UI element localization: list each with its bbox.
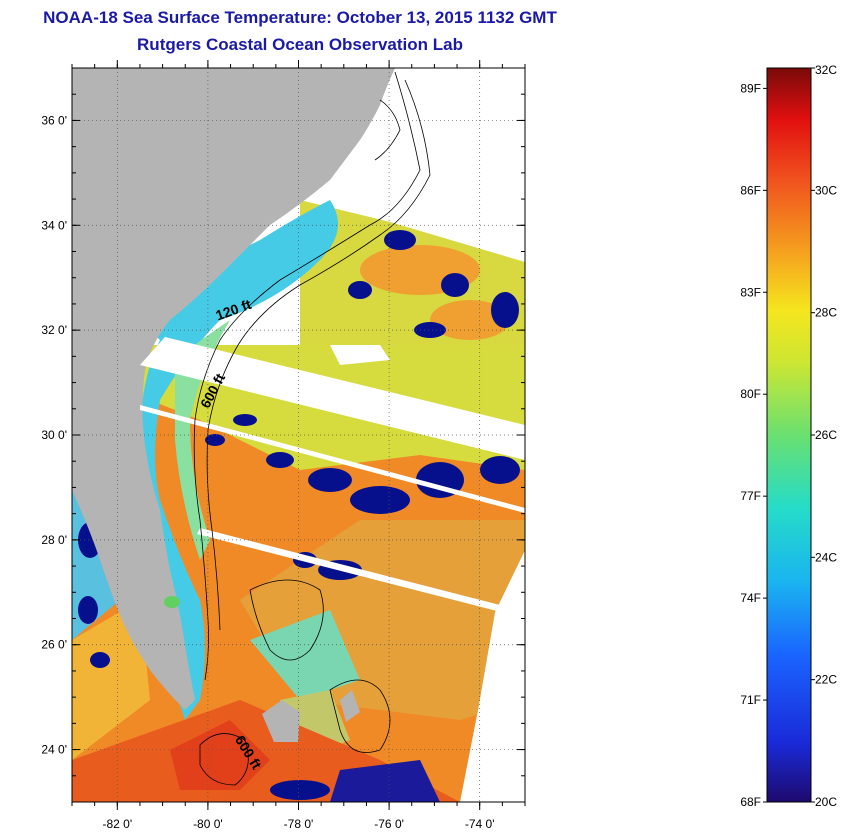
- land-mass: [72, 68, 395, 710]
- celsius-tick-label: 22C: [815, 673, 837, 687]
- lon-tick-label: -76 0': [374, 817, 404, 831]
- lon-tick-label: -74 0': [465, 817, 495, 831]
- celsius-tick-label: 24C: [815, 550, 837, 564]
- lat-tick-label: 34 0': [41, 218, 67, 232]
- lat-tick-label: 24 0': [41, 743, 67, 757]
- fahrenheit-tick-label: 77F: [740, 489, 761, 503]
- map-title: NOAA-18 Sea Surface Temperature: October…: [43, 8, 557, 27]
- fahrenheit-tick-label: 71F: [740, 693, 761, 707]
- swath-gap: [140, 337, 525, 460]
- fahrenheit-tick-label: 89F: [740, 81, 761, 95]
- colorbar: [766, 67, 812, 803]
- fahrenheit-tick-label: 68F: [740, 795, 761, 809]
- celsius-tick-label: 26C: [815, 428, 837, 442]
- fahrenheit-tick-label: 80F: [740, 387, 761, 401]
- lat-tick-label: 30 0': [41, 428, 67, 442]
- map-subtitle: Rutgers Coastal Ocean Observation Lab: [137, 35, 463, 54]
- lat-tick-label: 36 0': [41, 113, 67, 127]
- sst-imagery: [72, 68, 525, 802]
- fahrenheit-tick-label: 74F: [740, 591, 761, 605]
- fahrenheit-tick-label: 86F: [740, 183, 761, 197]
- lon-tick-label: -78 0': [284, 817, 314, 831]
- celsius-tick-label: 20C: [815, 795, 837, 809]
- lat-tick-label: 26 0': [41, 638, 67, 652]
- celsius-tick-label: 32C: [815, 63, 837, 77]
- lat-tick-label: 32 0': [41, 323, 67, 337]
- celsius-tick-label: 28C: [815, 306, 837, 320]
- lat-tick-label: 28 0': [41, 533, 67, 547]
- axis-ticks: 24 0' 26 0' 28 0' 30 0' 32 0' 34 0' 36 0' -82 0…: [41, 60, 526, 831]
- lon-tick-label: -82 0': [102, 817, 132, 831]
- fahrenheit-tick-label: 83F: [740, 285, 761, 299]
- celsius-tick-label: 30C: [815, 183, 837, 197]
- lon-tick-label: -80 0': [193, 817, 223, 831]
- colorbar-ticks: 32C 30C 28C 26C 24C 22C 20C 89F 86F 83F 80F 77F 74F 7…: [740, 63, 837, 809]
